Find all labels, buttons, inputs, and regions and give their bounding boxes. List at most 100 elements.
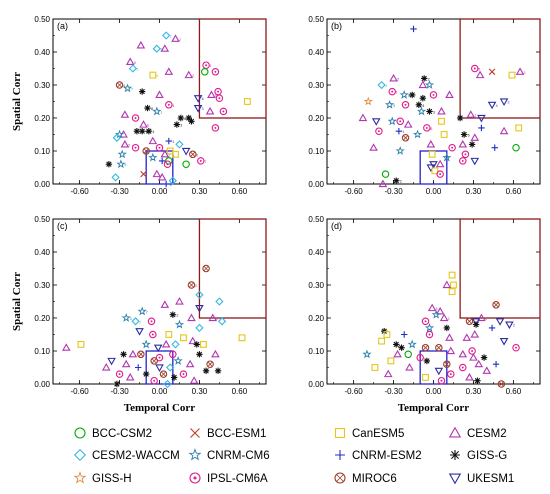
point-cnrm-cm6 <box>384 99 395 109</box>
point-cesm2 <box>148 136 158 145</box>
point-cnrm-cm6 <box>399 90 409 99</box>
point-cesm2 <box>499 126 509 135</box>
point-ipsl-cm6a <box>131 114 140 122</box>
point-giss-g <box>193 341 200 348</box>
point-sub-label: 4 <box>172 104 174 108</box>
point-sub-label: 2 <box>448 317 450 321</box>
point-sub-label: 2 <box>170 183 172 187</box>
point-ukesm1 <box>487 101 497 110</box>
target-region-box <box>198 18 267 119</box>
y-tick-label: 0.20 <box>34 314 50 323</box>
point-ipsl-cm6a <box>396 117 404 126</box>
y-tick-label: 0.30 <box>308 281 324 290</box>
y-tick-label: 0.10 <box>308 147 324 156</box>
point-cesm2-waccm <box>168 176 177 185</box>
x-tick-label: 0.30 <box>192 187 208 196</box>
y-tick-label: 0.00 <box>34 180 50 189</box>
point-cesm2 <box>435 306 445 315</box>
legend-label: GISS-G <box>467 450 507 462</box>
point-ipsl-cm6a <box>425 330 434 339</box>
point-cnrm-esm2 <box>492 361 500 368</box>
point-ipsl-cm6a <box>163 160 172 168</box>
y-axis-label: Spatial Corr <box>11 272 23 331</box>
x-tick-label: 0.00 <box>152 187 168 196</box>
point-sub-label: 5 <box>478 68 480 72</box>
point-sub-label: 9 <box>124 163 126 167</box>
point-ipsl-cm6a <box>202 61 210 69</box>
legend-entry: CESM2-WACCM <box>73 448 180 462</box>
point-sub-label: 2 <box>179 38 181 42</box>
x-tick-label: -0.30 <box>384 387 403 396</box>
point-miroc6 <box>435 343 443 352</box>
legend-label: CESM2-WACCM <box>92 450 180 462</box>
point-sub-label: 2 <box>139 320 141 324</box>
point-ipsl-cm6a <box>436 170 444 178</box>
point-sub-label: 8 <box>134 61 136 65</box>
point-sub-label: 3 <box>433 110 435 114</box>
point-sub-label: 7 <box>146 310 148 314</box>
legend-marker <box>335 450 345 460</box>
point-cesm2 <box>128 349 138 358</box>
legend-marker <box>448 473 462 485</box>
point-giss-h <box>363 96 373 106</box>
panel-label: (c) <box>57 221 68 231</box>
point-giss-g <box>138 128 146 135</box>
point-cnrm-cm6 <box>431 309 441 319</box>
point-sub-label: 4 <box>123 84 125 88</box>
point-ipsl-cm6a <box>219 107 228 116</box>
y-tick-label: 0.40 <box>34 48 50 57</box>
legend-label: CanESM5 <box>352 428 404 440</box>
point-cesm2 <box>125 57 135 65</box>
point-cesm2 <box>475 70 485 79</box>
point-giss-g <box>420 75 428 82</box>
point-cesm2 <box>189 376 199 384</box>
x-tick-label: -0.60 <box>71 387 90 396</box>
point-ipsl-cm6a <box>429 91 438 99</box>
point-sub-label: 7 <box>131 87 133 91</box>
point-sub-label: 1 <box>402 130 404 134</box>
legend-marker <box>188 448 202 461</box>
point-cesm2-waccm <box>131 317 140 326</box>
point-cnrm-cm6 <box>148 152 158 162</box>
x-tick-label: -0.30 <box>110 187 129 196</box>
point-cesm2 <box>474 359 484 368</box>
point-sub-label: 5 <box>436 307 438 311</box>
point-cnrm-cm6 <box>442 152 452 162</box>
point-cnrm-esm2 <box>410 25 417 33</box>
point-miroc6 <box>137 350 145 359</box>
point-giss-g <box>214 367 222 374</box>
point-giss-g <box>480 354 488 361</box>
point-sub-label: 6 <box>430 127 432 131</box>
y-tick-label: 0.20 <box>34 114 50 123</box>
panel-label: (b) <box>331 21 342 31</box>
point-giss-g <box>456 114 464 122</box>
legend-label: CNRM-ESM2 <box>352 450 422 462</box>
point-miroc6 <box>465 317 474 326</box>
point-cesm2 <box>187 313 196 322</box>
point-ipsl-cm6a <box>388 87 396 96</box>
point-ipsl-cm6a <box>147 317 156 326</box>
point-giss-g <box>177 114 184 122</box>
point-sub-label: 2 <box>428 77 430 81</box>
point-cesm2-waccm <box>175 140 184 149</box>
point-sub-label: 5 <box>397 77 399 81</box>
point-cesm2 <box>120 110 130 118</box>
point-ukesm1 <box>193 105 203 113</box>
point-ipsl-cm6a <box>421 317 430 326</box>
point-canesm5 <box>508 71 516 79</box>
point-cesm2 <box>211 349 220 358</box>
point-cnrm-esm2 <box>165 137 173 145</box>
y-tick-label: 0.50 <box>34 215 50 224</box>
point-cesm2 <box>389 73 398 82</box>
point-sub-label: 1 <box>172 140 174 144</box>
point-cesm2 <box>358 113 368 122</box>
point-sub-label: 4 <box>152 130 154 134</box>
panel-3: -0.60 -0.30 0.00 0.30 0.60 0.00 0.10 0.20 0.30 0.… <box>11 215 267 414</box>
point-cesm2 <box>160 300 170 308</box>
point-cesm2 <box>161 339 171 348</box>
point-sub-label: 2 <box>508 101 510 105</box>
point-sub-label: 5 <box>408 94 410 98</box>
legend-entry: CESM2 <box>448 426 507 440</box>
point-sub-label: 5 <box>215 94 217 98</box>
point-cesm2 <box>466 110 476 118</box>
